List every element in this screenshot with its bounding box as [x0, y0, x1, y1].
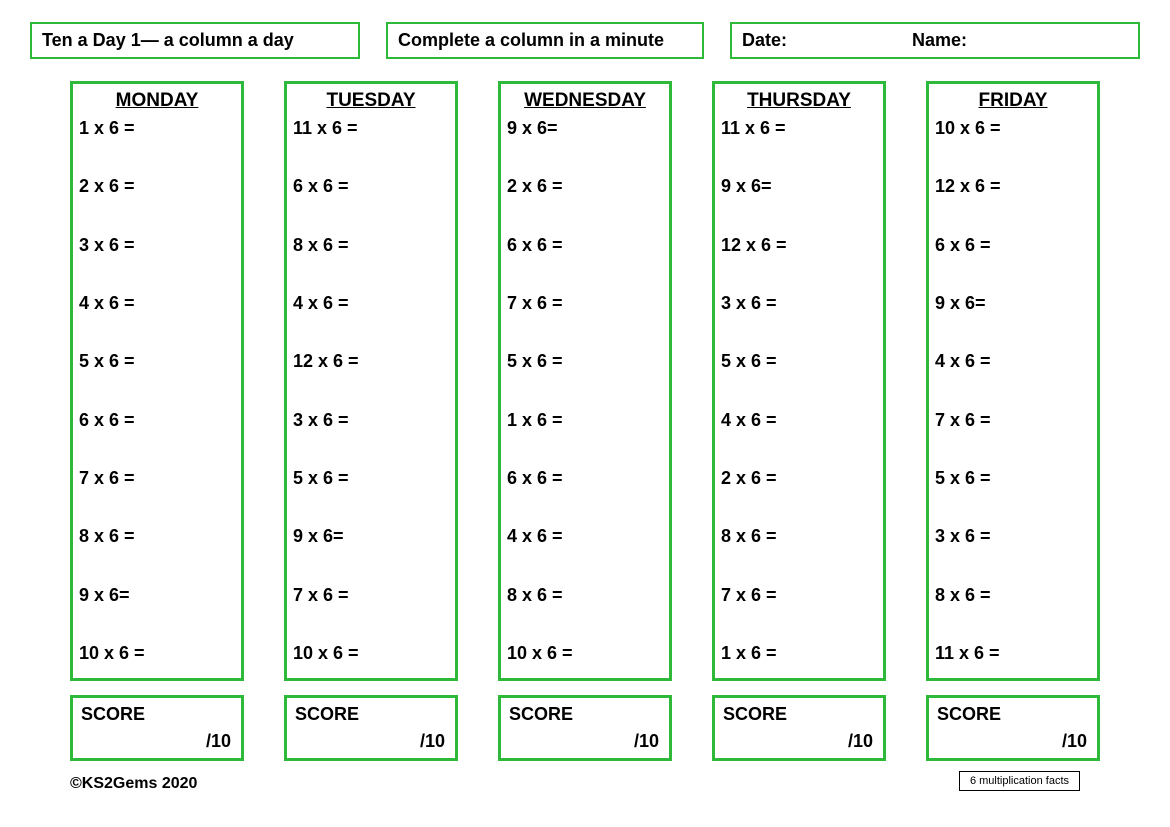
day-box: MONDAY 1 x 6 = 2 x 6 = 3 x 6 = 4 x 6 = 5…	[70, 81, 244, 681]
question: 10 x 6 =	[507, 643, 663, 664]
question: 8 x 6 =	[721, 526, 877, 547]
score-label: SCORE	[81, 704, 145, 724]
question: 8 x 6 =	[507, 585, 663, 606]
question: 8 x 6 =	[293, 235, 449, 256]
score-label: SCORE	[295, 704, 359, 724]
day-box: THURSDAY 11 x 6 = 9 x 6= 12 x 6 = 3 x 6 …	[712, 81, 886, 681]
question: 12 x 6 =	[721, 235, 877, 256]
question: 10 x 6 =	[935, 118, 1091, 139]
score-box: SCORE /10	[926, 695, 1100, 761]
score-out-of: /10	[634, 731, 659, 752]
date-label: Date:	[742, 30, 912, 51]
question: 11 x 6 =	[721, 118, 877, 139]
day-column-wednesday: WEDNESDAY 9 x 6= 2 x 6 = 6 x 6 = 7 x 6 =…	[498, 81, 672, 761]
day-box: FRIDAY 10 x 6 = 12 x 6 = 6 x 6 = 9 x 6= …	[926, 81, 1100, 681]
question: 6 x 6 =	[507, 468, 663, 489]
question: 9 x 6=	[721, 176, 877, 197]
question: 7 x 6 =	[507, 293, 663, 314]
day-box: WEDNESDAY 9 x 6= 2 x 6 = 6 x 6 = 7 x 6 =…	[498, 81, 672, 681]
question: 4 x 6 =	[79, 293, 235, 314]
question: 6 x 6 =	[79, 410, 235, 431]
day-column-thursday: THURSDAY 11 x 6 = 9 x 6= 12 x 6 = 3 x 6 …	[712, 81, 886, 761]
score-out-of: /10	[206, 731, 231, 752]
question: 6 x 6 =	[935, 235, 1091, 256]
worksheet-page: Ten a Day 1— a column a day Complete a c…	[0, 0, 1170, 811]
question-list: 11 x 6 = 9 x 6= 12 x 6 = 3 x 6 = 5 x 6 =…	[721, 116, 877, 670]
day-heading: MONDAY	[79, 90, 235, 112]
name-label: Name:	[912, 30, 967, 51]
header-row: Ten a Day 1— a column a day Complete a c…	[30, 22, 1140, 59]
question: 1 x 6 =	[721, 643, 877, 664]
question: 1 x 6 =	[79, 118, 235, 139]
worksheet-title: Ten a Day 1— a column a day	[42, 30, 294, 51]
score-label: SCORE	[937, 704, 1001, 724]
score-box: SCORE /10	[284, 695, 458, 761]
score-box: SCORE /10	[712, 695, 886, 761]
question: 4 x 6 =	[293, 293, 449, 314]
question: 11 x 6 =	[935, 643, 1091, 664]
score-label: SCORE	[509, 704, 573, 724]
score-label: SCORE	[723, 704, 787, 724]
question: 5 x 6 =	[935, 468, 1091, 489]
question: 6 x 6 =	[507, 235, 663, 256]
score-box: SCORE /10	[498, 695, 672, 761]
question: 5 x 6 =	[721, 351, 877, 372]
date-name-box: Date: Name:	[730, 22, 1140, 59]
question: 9 x 6=	[79, 585, 235, 606]
instruction-box: Complete a column in a minute	[386, 22, 704, 59]
question: 5 x 6 =	[507, 351, 663, 372]
day-columns: MONDAY 1 x 6 = 2 x 6 = 3 x 6 = 4 x 6 = 5…	[30, 81, 1140, 761]
question: 12 x 6 =	[293, 351, 449, 372]
question: 3 x 6 =	[935, 526, 1091, 547]
question: 5 x 6 =	[79, 351, 235, 372]
question: 12 x 6 =	[935, 176, 1091, 197]
question: 3 x 6 =	[721, 293, 877, 314]
instruction-text: Complete a column in a minute	[398, 30, 664, 51]
question: 10 x 6 =	[79, 643, 235, 664]
score-out-of: /10	[848, 731, 873, 752]
question: 6 x 6 =	[293, 176, 449, 197]
question: 7 x 6 =	[79, 468, 235, 489]
score-out-of: /10	[1062, 731, 1087, 752]
question: 4 x 6 =	[507, 526, 663, 547]
day-box: TUESDAY 11 x 6 = 6 x 6 = 8 x 6 = 4 x 6 =…	[284, 81, 458, 681]
day-heading: TUESDAY	[293, 90, 449, 112]
question-list: 11 x 6 = 6 x 6 = 8 x 6 = 4 x 6 = 12 x 6 …	[293, 116, 449, 670]
question: 3 x 6 =	[79, 235, 235, 256]
day-column-friday: FRIDAY 10 x 6 = 12 x 6 = 6 x 6 = 9 x 6= …	[926, 81, 1100, 761]
copyright-text: ©KS2Gems 2020	[70, 775, 197, 793]
score-box: SCORE /10	[70, 695, 244, 761]
question: 8 x 6 =	[935, 585, 1091, 606]
question-list: 9 x 6= 2 x 6 = 6 x 6 = 7 x 6 = 5 x 6 = 1…	[507, 116, 663, 670]
question: 2 x 6 =	[721, 468, 877, 489]
day-heading: THURSDAY	[721, 90, 877, 112]
question: 2 x 6 =	[507, 176, 663, 197]
day-column-monday: MONDAY 1 x 6 = 2 x 6 = 3 x 6 = 4 x 6 = 5…	[70, 81, 244, 761]
footer: ©KS2Gems 2020 6 multiplication facts	[30, 771, 1140, 801]
score-out-of: /10	[420, 731, 445, 752]
question: 8 x 6 =	[79, 526, 235, 547]
question: 5 x 6 =	[293, 468, 449, 489]
question: 9 x 6=	[935, 293, 1091, 314]
question: 3 x 6 =	[293, 410, 449, 431]
question: 1 x 6 =	[507, 410, 663, 431]
question: 4 x 6 =	[935, 351, 1091, 372]
day-heading: WEDNESDAY	[507, 90, 663, 112]
question: 2 x 6 =	[79, 176, 235, 197]
question: 11 x 6 =	[293, 118, 449, 139]
question: 7 x 6 =	[721, 585, 877, 606]
footnote-box: 6 multiplication facts	[959, 771, 1080, 791]
question: 10 x 6 =	[293, 643, 449, 664]
question-list: 1 x 6 = 2 x 6 = 3 x 6 = 4 x 6 = 5 x 6 = …	[79, 116, 235, 670]
day-column-tuesday: TUESDAY 11 x 6 = 6 x 6 = 8 x 6 = 4 x 6 =…	[284, 81, 458, 761]
question: 4 x 6 =	[721, 410, 877, 431]
question: 9 x 6=	[507, 118, 663, 139]
question: 7 x 6 =	[293, 585, 449, 606]
question: 9 x 6=	[293, 526, 449, 547]
day-heading: FRIDAY	[935, 90, 1091, 112]
question-list: 10 x 6 = 12 x 6 = 6 x 6 = 9 x 6= 4 x 6 =…	[935, 116, 1091, 670]
question: 7 x 6 =	[935, 410, 1091, 431]
worksheet-title-box: Ten a Day 1— a column a day	[30, 22, 360, 59]
